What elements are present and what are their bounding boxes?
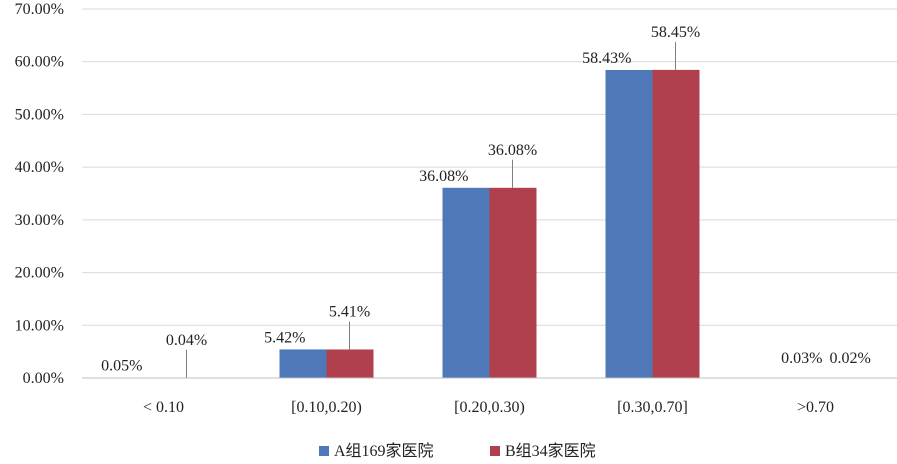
- bar-series-a: [605, 69, 653, 379]
- legend-swatch-a: [319, 446, 329, 456]
- y-tick-label: 0.00%: [23, 370, 64, 387]
- label-leaders: [186, 41, 676, 378]
- x-tick-label: [0.20,0.30): [454, 399, 525, 416]
- bar-series-a: [279, 349, 327, 378]
- data-label-series-a: 58.43%: [582, 50, 631, 67]
- legend: A组169家医院 B组34家医院: [319, 442, 596, 460]
- data-label-series-b: 58.45%: [651, 24, 700, 41]
- bar-series-b: [489, 187, 537, 378]
- y-tick-label: 70.00%: [15, 1, 64, 18]
- data-label-series-a: 36.08%: [419, 168, 468, 185]
- y-tick-label: 10.00%: [15, 317, 64, 334]
- x-tick-label: [0.30,0.70]: [617, 399, 688, 416]
- x-tick-label: < 0.10: [143, 399, 184, 416]
- data-label-series-b: 5.41%: [329, 303, 370, 320]
- bars: [116, 69, 863, 379]
- y-tick-label: 60.00%: [15, 54, 64, 71]
- y-tick-label: 40.00%: [15, 159, 64, 176]
- data-label-series-b: 0.02%: [830, 350, 871, 367]
- x-tick-label: >0.70: [797, 399, 834, 416]
- bar-series-b: [652, 69, 700, 378]
- legend-swatch-b: [490, 446, 500, 456]
- x-tick-label: [0.10,0.20): [291, 399, 362, 416]
- y-tick-label: 50.00%: [15, 106, 64, 123]
- data-label-series-a: 0.03%: [781, 350, 822, 367]
- y-tick-label: 20.00%: [15, 265, 64, 282]
- x-axis-ticks: < 0.10 [0.10,0.20) [0.20,0.30) [0.30,0.70] >…: [143, 399, 834, 416]
- data-label-series-b: 0.04%: [166, 332, 207, 349]
- data-label-series-a: 5.42%: [264, 329, 305, 346]
- legend-label-a: A组169家医院: [334, 442, 434, 460]
- data-label-series-a: 0.05%: [101, 358, 142, 375]
- y-tick-label: 30.00%: [15, 212, 64, 229]
- data-label-series-b: 36.08%: [488, 142, 537, 159]
- bar-series-a: [442, 187, 490, 378]
- data-labels: 0.05% 0.04% 5.42% 5.41% 36.08% 36.08% 58.43% 58…: [101, 24, 871, 375]
- bar-series-b: [326, 349, 374, 378]
- y-axis-ticks: 0.00% 10.00% 20.00% 30.00% 40.00% 50.00% 60.00…: [15, 1, 64, 387]
- legend-label-b: B组34家医院: [505, 442, 596, 460]
